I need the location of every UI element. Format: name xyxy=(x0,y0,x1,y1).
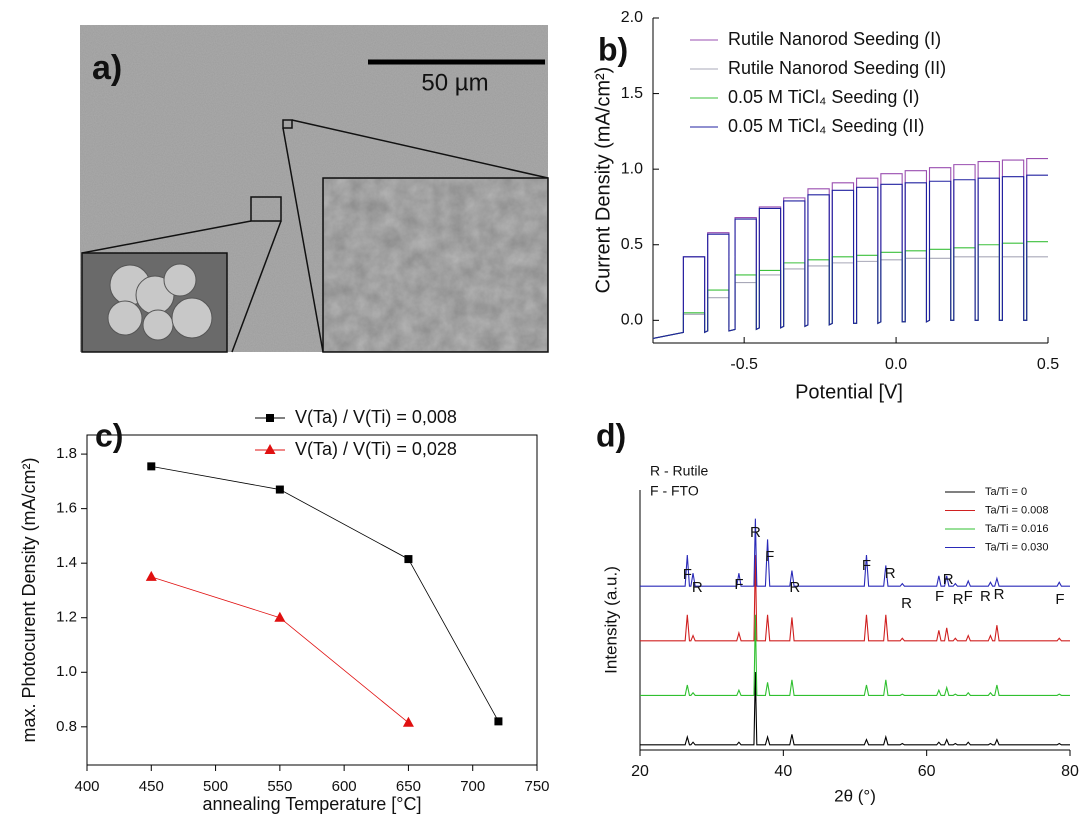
data-point xyxy=(402,716,414,727)
peak-label: R xyxy=(750,524,761,541)
x-tick-label: 400 xyxy=(74,778,99,795)
y-tick-label: 1.8 xyxy=(56,445,77,462)
scale-bar-label: 50 µm xyxy=(421,69,488,96)
series-line xyxy=(151,465,499,722)
x-tick-label: 600 xyxy=(332,778,357,795)
y-tick-label: 2.0 xyxy=(621,9,643,26)
peak-label: R xyxy=(901,595,912,612)
legend-label: Ta/Ti = 0.016 xyxy=(985,523,1049,535)
y-tick-label: 0.8 xyxy=(56,718,77,735)
x-tick-label: 550 xyxy=(267,778,292,795)
peak-label: R xyxy=(885,565,896,582)
x-tick-label: 40 xyxy=(774,763,792,780)
legend-marker xyxy=(266,414,274,422)
chart-panel: -0.5 0.0 0.5 0.0 0.5 1.0 1.5 2.0 Potential [V] Cu… xyxy=(592,9,1059,403)
peak-label: R xyxy=(953,591,964,608)
plot-frame xyxy=(86,434,538,766)
legend-label: V(Ta) / V(Ti) = 0,028 xyxy=(295,439,457,459)
panel-label: d) xyxy=(596,417,626,453)
y-tick-label: 1.0 xyxy=(56,663,77,680)
zoom-box xyxy=(282,119,293,129)
x-axis-label: 2θ (°) xyxy=(834,786,876,805)
peak-label: F xyxy=(734,576,743,593)
series-line xyxy=(151,576,409,724)
peak-label: F xyxy=(683,566,692,583)
series-line xyxy=(640,614,1070,696)
data-point xyxy=(274,611,286,622)
y-axis-label: max. Photocurent Density (mA/cm²) xyxy=(19,457,39,742)
zoom-box xyxy=(250,196,282,222)
annotation: F - FTO xyxy=(650,483,699,499)
series-line xyxy=(640,518,1070,587)
legend-label: Ta/Ti = 0 xyxy=(985,486,1027,498)
legend-label: Rutile Nanorod Seeding (II) xyxy=(728,58,946,78)
panel-label: b) xyxy=(598,31,628,67)
peak-label: F xyxy=(862,557,871,574)
peak-label: R xyxy=(943,571,954,588)
peak-label: F xyxy=(765,548,774,565)
data-point xyxy=(404,555,413,564)
peak-label: R xyxy=(692,579,703,596)
x-tick-label: -0.5 xyxy=(730,356,758,373)
panel-label: c) xyxy=(95,417,123,453)
y-tick-label: 0.0 xyxy=(621,312,643,329)
series-line xyxy=(652,256,1048,340)
data-point xyxy=(494,717,503,726)
annotation: R - Rutile xyxy=(650,463,709,479)
y-tick-label: 1.5 xyxy=(621,85,643,102)
y-tick-label: 1.0 xyxy=(621,160,643,177)
x-tick-label: 20 xyxy=(631,763,649,780)
series-line xyxy=(640,554,1070,642)
x-tick-label: 450 xyxy=(139,778,164,795)
y-axis-label: Current Density (mA/cm²) xyxy=(592,67,614,294)
series-line xyxy=(652,241,1048,340)
legend-label: 0.05 M TiCl₄ Seeding (II) xyxy=(728,116,924,136)
x-tick-label: 60 xyxy=(918,763,936,780)
legend-label: Rutile Nanorod Seeding (I) xyxy=(728,29,941,49)
particle-cluster xyxy=(107,263,213,341)
y-tick-label: 0.5 xyxy=(621,236,643,253)
x-tick-label: 650 xyxy=(396,778,421,795)
x-tick-label: 0.0 xyxy=(885,356,907,373)
legend-label: V(Ta) / V(Ti) = 0,008 xyxy=(295,407,457,427)
inset-texture xyxy=(324,179,547,351)
peak-label: F xyxy=(935,588,944,605)
chart-panel: 400 450 500 550 600 650 700 750 0.8 1.0 1.2 1.4 1.6 1… xyxy=(19,407,550,814)
x-axis-label: Potential [V] xyxy=(795,381,903,403)
legend-marker xyxy=(264,444,276,454)
data-point xyxy=(145,570,157,581)
series-line xyxy=(652,174,1048,340)
y-tick-label: 1.4 xyxy=(56,554,77,571)
legend-label: Ta/Ti = 0.008 xyxy=(985,504,1049,516)
peak-label: R xyxy=(994,586,1005,603)
legend-label: 0.05 M TiCl₄ Seeding (I) xyxy=(728,87,919,107)
x-axis-label: annealing Temperature [°C] xyxy=(203,794,422,814)
peak-label: R xyxy=(980,588,991,605)
series-line xyxy=(640,671,1070,746)
x-tick-label: 80 xyxy=(1061,763,1079,780)
peak-label: R xyxy=(789,579,800,596)
peak-label: F xyxy=(964,588,973,605)
peak-label: F xyxy=(1055,591,1064,608)
zoom-line xyxy=(81,119,549,353)
x-tick-label: 700 xyxy=(460,778,485,795)
y-axis-label: Intensity (a.u.) xyxy=(601,566,620,674)
data-point xyxy=(275,485,284,494)
series-line xyxy=(652,158,1048,340)
data-point xyxy=(147,462,156,471)
x-tick-label: 0.5 xyxy=(1037,356,1059,373)
x-tick-label: 500 xyxy=(203,778,228,795)
panel-label: a) xyxy=(92,49,122,87)
x-tick-label: 750 xyxy=(524,778,549,795)
chart-panel: 20 40 60 80 2θ (°) Intensity (a.u.) d) Ta/Ti = … xyxy=(596,417,1079,805)
sem-image-panel: 50 µm a) xyxy=(80,25,549,353)
legend-label: Ta/Ti = 0.030 xyxy=(985,541,1049,553)
y-tick-label: 1.2 xyxy=(56,609,77,626)
y-tick-label: 1.6 xyxy=(56,500,77,517)
